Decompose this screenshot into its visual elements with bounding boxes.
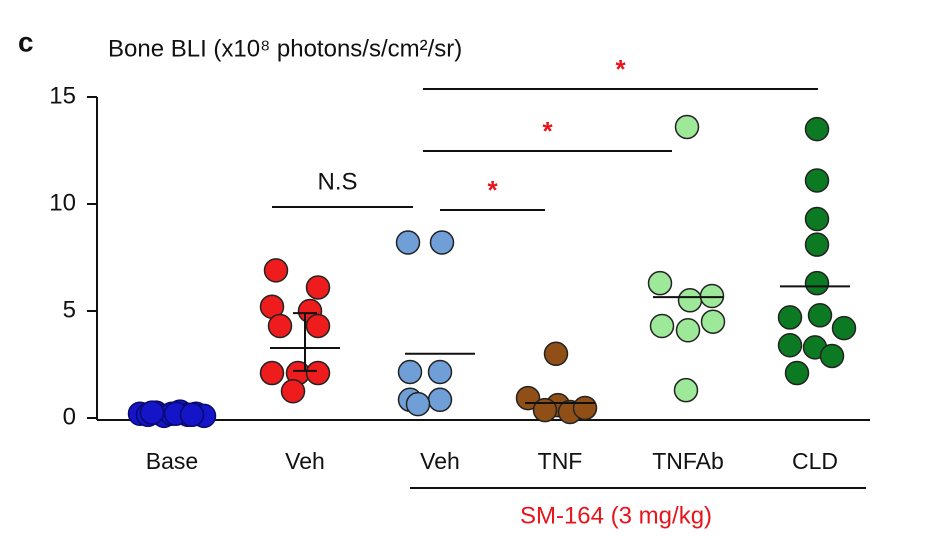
significance-label: * [542,116,553,146]
dot [675,318,701,343]
dot [804,116,830,142]
dot [777,305,803,330]
dot [427,359,453,385]
x-tick-label: TNF [538,448,583,474]
dot [699,283,725,309]
significance-label: * [615,54,626,84]
group-label: SM-164 (3 mg/kg) [520,502,712,529]
dot [804,206,830,232]
dot [429,230,455,255]
dot [673,377,699,403]
dot [572,395,598,421]
chart-title: Bone BLI (x10⁸ photons/s/cm²/sr) [108,35,462,62]
dot [543,341,569,367]
dot [819,343,845,369]
significance-label: N.S [317,168,357,195]
dot [804,168,830,193]
panel-label: c [18,26,34,57]
dot [427,387,453,413]
dot [397,359,423,385]
dot [263,258,289,283]
x-tick-label: Veh [420,448,460,474]
dot [267,313,293,339]
dot [405,391,431,417]
dot [305,275,331,300]
significance-label: * [487,175,498,205]
dot [395,230,421,255]
dot [777,332,803,358]
dot [280,379,306,404]
dot [139,400,165,425]
y-tick-label: 0 [63,403,76,430]
dot [532,397,558,423]
dot [305,360,331,386]
y-tick-label: 5 [63,296,76,323]
dot [804,232,830,257]
dot [831,315,857,341]
x-tick-label: Base [146,448,198,474]
dot [784,360,810,386]
dot [649,313,675,339]
y-tick-label: 15 [49,82,76,109]
dot [179,402,205,428]
dot [700,309,726,334]
dot [807,303,833,328]
x-tick-label: TNFAb [652,448,724,474]
dot [259,360,285,386]
dot [647,270,673,296]
dot [804,270,830,296]
dot [677,288,703,313]
x-tick-label: Veh [285,448,325,474]
y-tick-label: 10 [49,189,76,216]
dot [674,114,700,140]
dot [305,313,331,339]
x-tick-label: CLD [792,448,838,474]
